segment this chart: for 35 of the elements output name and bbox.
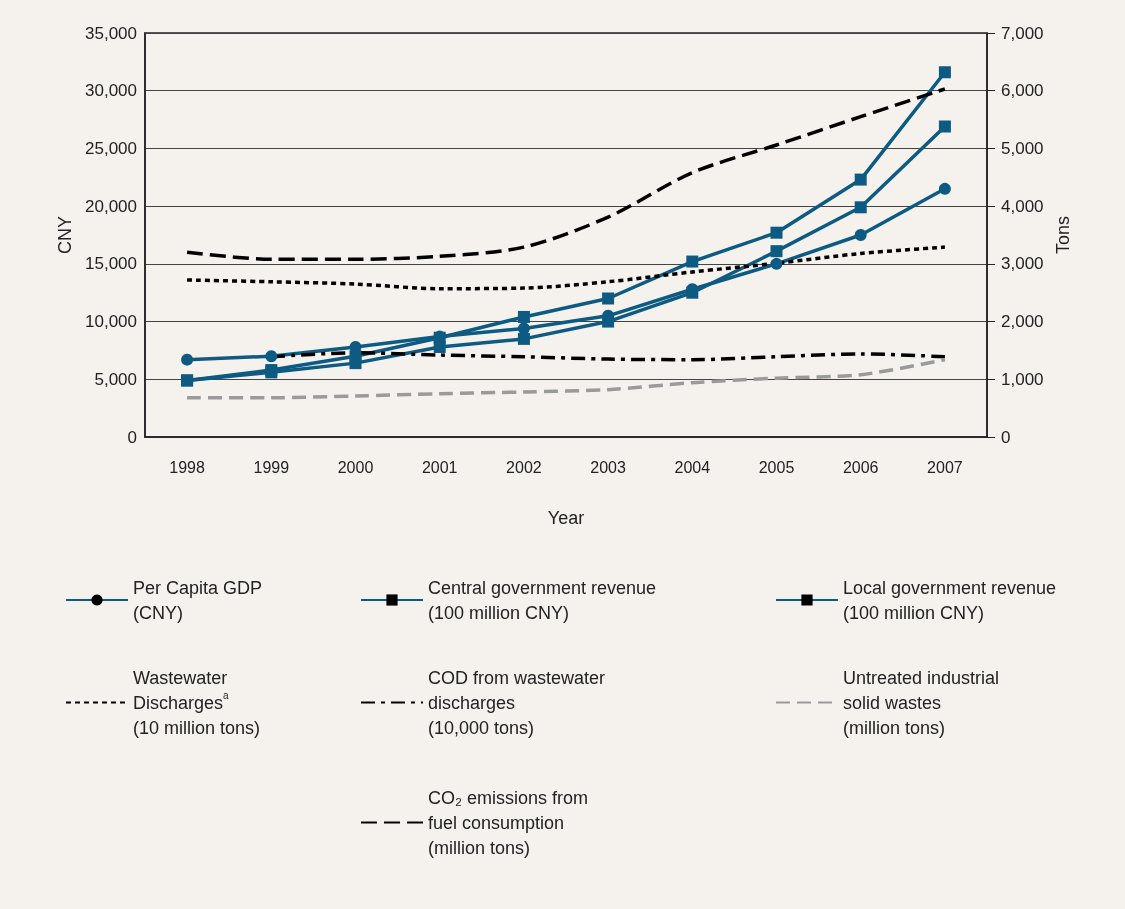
x-tick-label: 1998 [169,458,205,476]
y2-axis-title: Tons [1053,215,1074,255]
y-tick-label: 25,000 [85,138,137,158]
x-tick-label: 2003 [590,458,626,476]
y2-tick-label: 7,000 [1001,23,1044,43]
x-tick-label: 2001 [421,458,458,476]
y2-tick-label: 1,000 [1001,369,1044,389]
legend-label: Central government revenue (100 million CNY) [428,577,657,623]
legend-label: CO₂ emissions from fuel consumption (million tons) [428,787,589,858]
y-tick-label: 30,000 [85,81,137,101]
x-tick-label: 1999 [253,458,290,476]
y-tick-label: 0 [127,427,137,447]
legend-label: Per Capita GDP (CNY) [133,577,263,623]
y-axis-title: CNY [55,215,76,255]
y-tick-label: 35,000 [85,23,137,43]
x-tick-label: 2005 [758,458,795,476]
y2-tick-label: 3,000 [1001,254,1044,274]
x-tick-label: 2000 [337,458,374,476]
y2-tick-label: 0 [1001,427,1011,447]
y2-tick-label: 6,000 [1001,81,1044,101]
x-tick-label: 2007 [927,458,963,476]
y2-tick-label: 2,000 [1001,312,1044,332]
x-axis-title: Year [547,508,585,528]
x-tick-label: 2006 [842,458,879,476]
y-tick-label: 20,000 [85,196,137,216]
y-tick-label: 15,000 [85,254,137,274]
x-tick-label: 2004 [674,458,711,476]
x-tick-label: 2002 [506,458,542,476]
legend-label: Untreated industrial solid wastes (million tons) [843,667,1000,738]
legend-label: COD from wastewater discharges (10,000 tons) [428,667,606,738]
y-tick-label: 10,000 [85,312,137,332]
legend-label: Local government revenue (100 million CNY) [843,577,1057,623]
y-tick-label: 5,000 [94,369,137,389]
y2-tick-label: 5,000 [1001,138,1044,158]
y2-tick-label: 4,000 [1001,196,1044,216]
